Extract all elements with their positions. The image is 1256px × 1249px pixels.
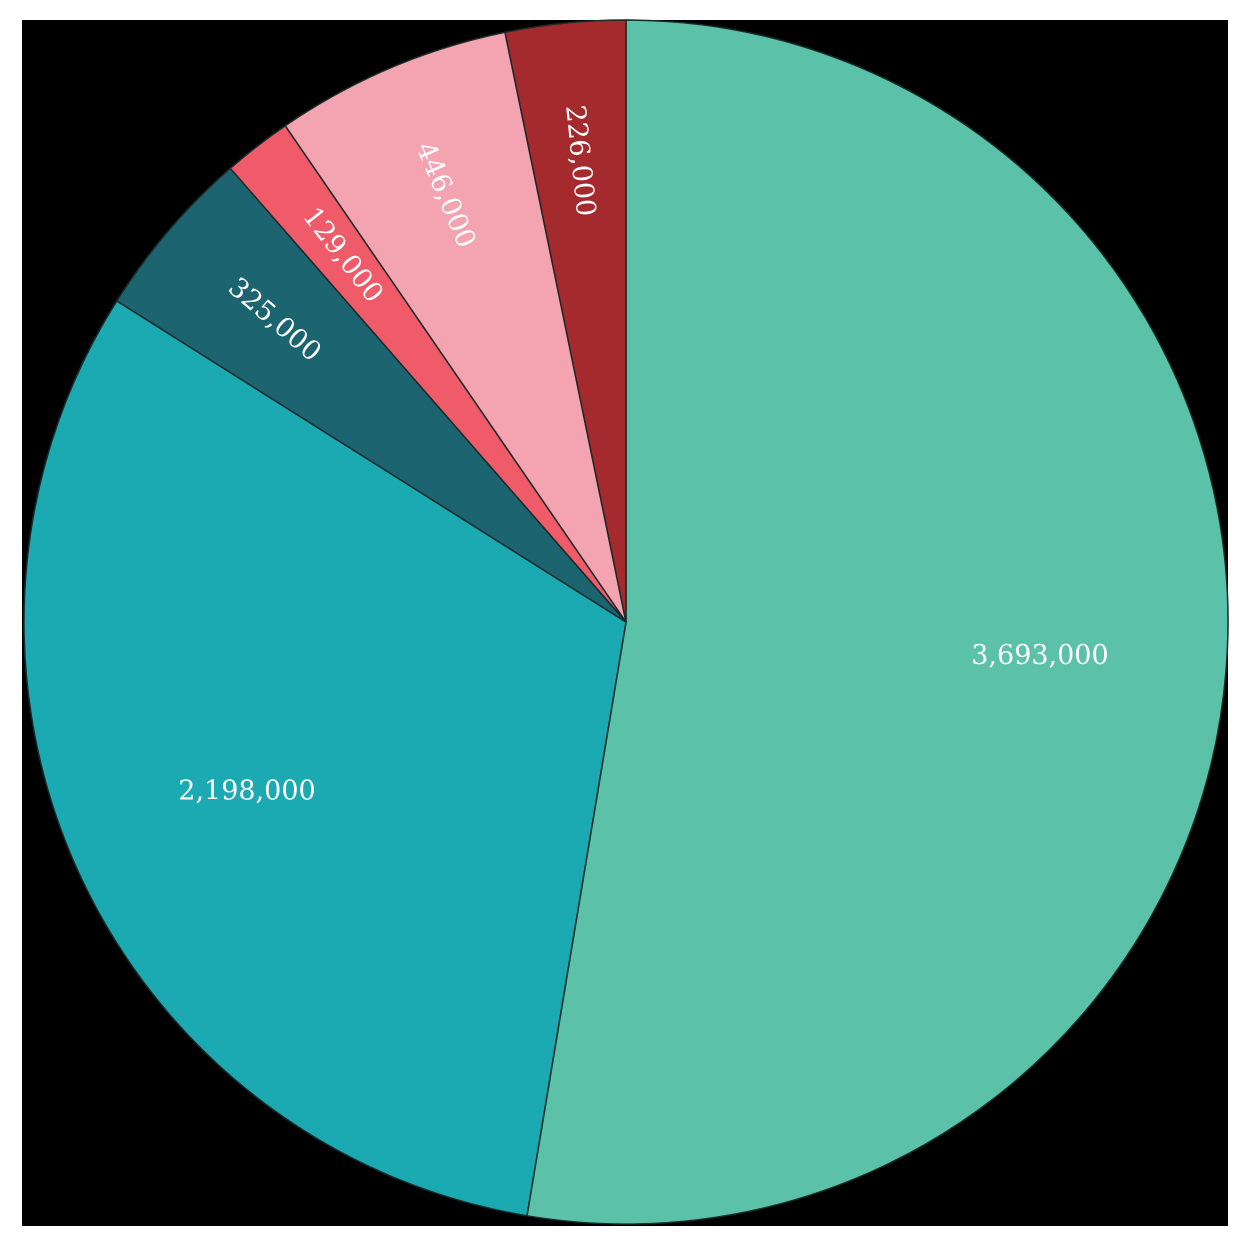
slice-label: 3,693,000 <box>971 640 1108 671</box>
pie-slice <box>526 19 1229 1225</box>
slice-label: 2,198,000 <box>178 775 315 806</box>
pie-slice <box>284 31 627 623</box>
pie-slice <box>504 19 627 623</box>
pie-slice <box>23 299 627 1217</box>
pie-slice <box>115 167 627 623</box>
